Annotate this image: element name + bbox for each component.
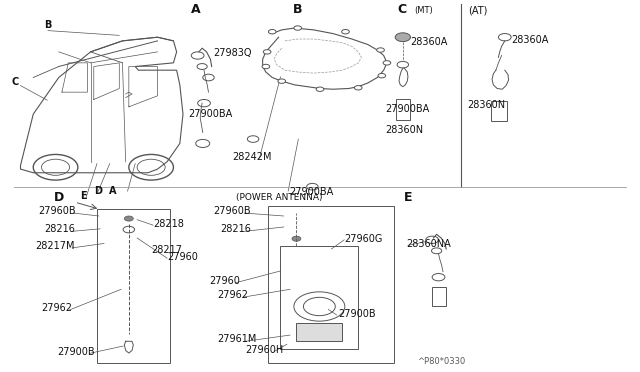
- Text: D: D: [94, 186, 102, 196]
- Bar: [97, 209, 170, 363]
- Bar: [396, 99, 410, 120]
- Text: 27983Q: 27983Q: [214, 48, 252, 58]
- Circle shape: [278, 79, 285, 83]
- Text: 28360NA: 28360NA: [406, 239, 451, 249]
- Text: B: B: [44, 20, 52, 30]
- Circle shape: [316, 87, 324, 92]
- Text: 27900BA: 27900BA: [289, 187, 333, 198]
- Text: ^P80*0330: ^P80*0330: [417, 357, 466, 366]
- Text: 28360N: 28360N: [467, 100, 506, 109]
- Text: 28217M: 28217M: [35, 241, 75, 251]
- Text: 28360A: 28360A: [511, 35, 548, 45]
- Text: 27900B: 27900B: [58, 347, 95, 357]
- Text: E: E: [404, 191, 412, 204]
- Text: C: C: [397, 3, 406, 16]
- Text: 27900BA: 27900BA: [385, 104, 429, 114]
- Circle shape: [355, 86, 362, 90]
- Text: 27961M: 27961M: [217, 334, 256, 344]
- Text: A: A: [109, 186, 116, 196]
- Text: D: D: [54, 191, 64, 204]
- Circle shape: [342, 29, 349, 34]
- Circle shape: [262, 64, 269, 69]
- Text: C: C: [12, 77, 19, 87]
- Bar: [296, 323, 342, 341]
- Text: (AT): (AT): [468, 5, 488, 15]
- Text: 27960: 27960: [209, 276, 240, 286]
- Bar: [431, 288, 445, 306]
- Text: 27960B: 27960B: [214, 206, 252, 216]
- Text: 28216: 28216: [220, 224, 251, 234]
- Text: 28360A: 28360A: [410, 36, 448, 46]
- Text: 28217: 28217: [151, 245, 182, 255]
- Bar: [268, 206, 394, 363]
- Bar: [280, 246, 358, 349]
- Text: 27962: 27962: [42, 303, 72, 313]
- Text: 27962: 27962: [217, 291, 248, 301]
- Text: 28360N: 28360N: [385, 125, 423, 135]
- Bar: [492, 101, 507, 122]
- Text: 27900B: 27900B: [338, 309, 376, 319]
- Text: A: A: [191, 3, 200, 16]
- Text: (POWER ANTENNA): (POWER ANTENNA): [236, 193, 323, 202]
- Circle shape: [263, 49, 271, 54]
- Circle shape: [378, 74, 386, 78]
- Text: (MT): (MT): [414, 6, 433, 15]
- Text: 28216: 28216: [45, 224, 76, 234]
- Text: 28218: 28218: [153, 219, 184, 229]
- Text: 27960G: 27960G: [344, 234, 383, 244]
- Text: E: E: [79, 191, 86, 201]
- Circle shape: [124, 216, 133, 221]
- Circle shape: [395, 33, 410, 42]
- Text: B: B: [293, 3, 303, 16]
- Circle shape: [294, 26, 301, 30]
- Circle shape: [268, 29, 276, 34]
- Text: 27960B: 27960B: [38, 206, 76, 216]
- Circle shape: [383, 61, 391, 65]
- Text: 27960H: 27960H: [246, 345, 284, 355]
- Circle shape: [377, 48, 385, 52]
- Circle shape: [292, 236, 301, 241]
- Text: 27900BA: 27900BA: [188, 109, 232, 119]
- Text: 28242M: 28242M: [233, 152, 272, 162]
- Text: 27960: 27960: [167, 252, 198, 262]
